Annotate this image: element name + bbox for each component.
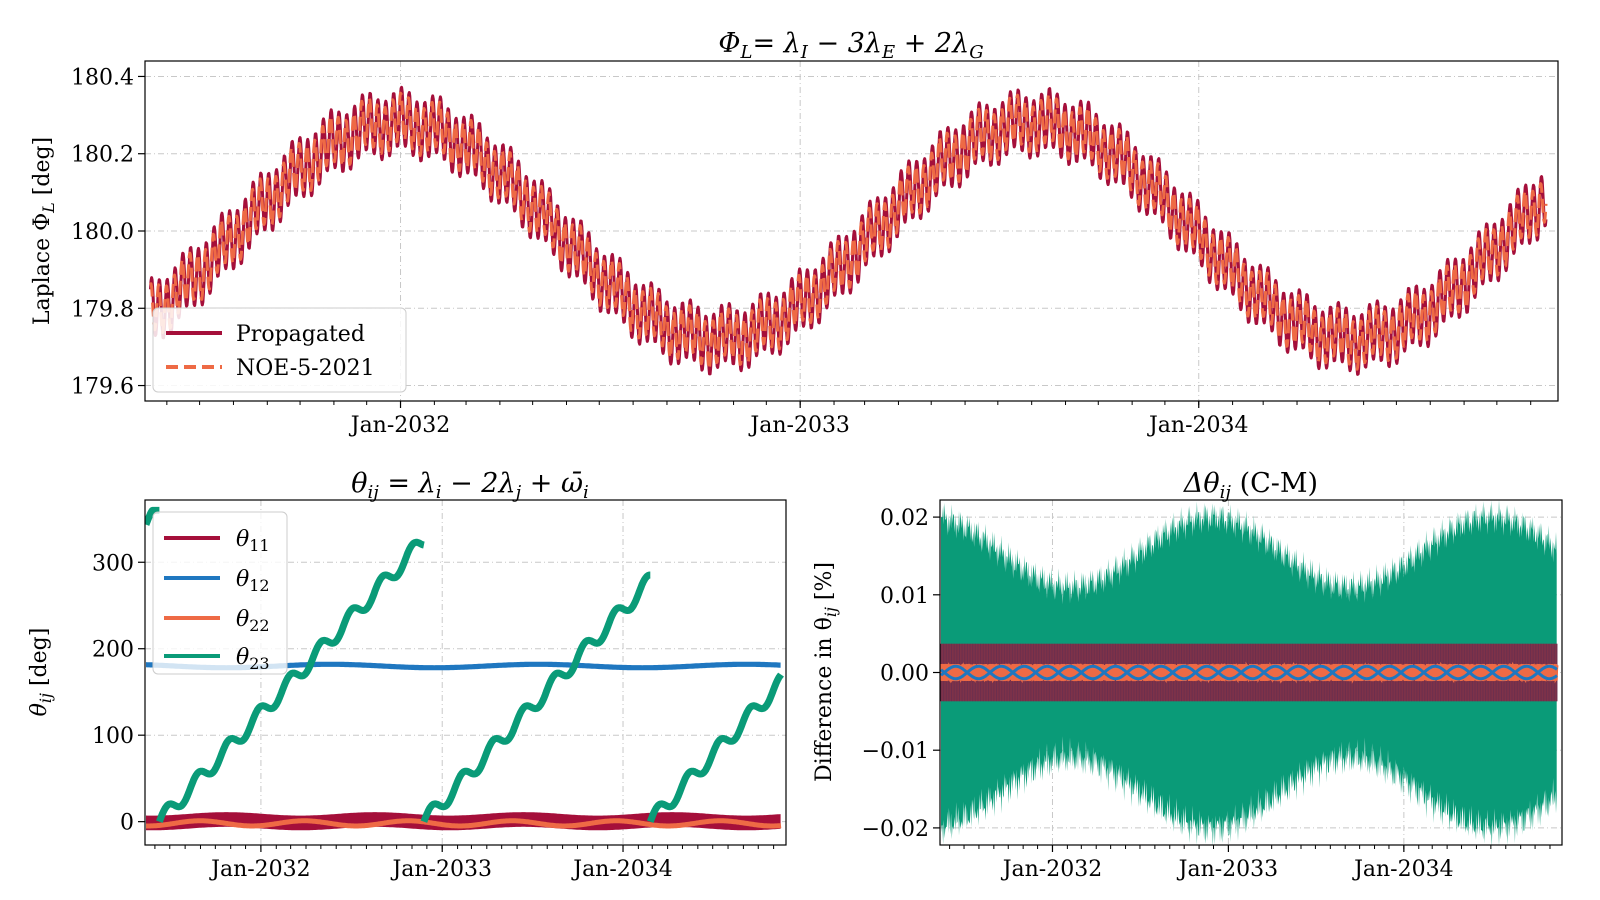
laplace-series-noe <box>149 91 1548 371</box>
difference-title: Δθij (C-M) <box>1183 468 1318 503</box>
laplace-ytick-label: 180.0 <box>71 220 134 245</box>
difference-ytick-label: −0.01 <box>862 739 929 764</box>
theta-panel: 0 100 200 300 Jan-2032 Jan-2033 Jan-2034 θij =… <box>27 468 787 882</box>
laplace-title: ΦL= λI − 3λE + 2λG <box>718 28 983 63</box>
laplace-xtick-label: Jan-2034 <box>1147 413 1249 438</box>
difference-xtick-label: Jan-2034 <box>1352 857 1454 882</box>
theta-xtick-label: Jan-2034 <box>571 857 673 882</box>
laplace-series-area <box>149 85 1548 376</box>
difference-ytick-label: 0.01 <box>880 584 929 609</box>
difference-theta12-series <box>940 664 1558 681</box>
legend-noe-label: NOE-5-2021 <box>236 356 375 381</box>
legend-theta11-label: θ11 <box>236 527 270 555</box>
theta-legend: θ11 θ12 θ22 θ23 <box>152 511 288 675</box>
theta23-series-segment <box>145 506 163 527</box>
legend-theta12-label: θ12 <box>236 567 270 595</box>
theta-series-area <box>145 506 785 831</box>
difference-xtick-label: Jan-2033 <box>1177 857 1279 882</box>
difference-ticks: −0.02 −0.01 0.00 0.01 0.02 Jan-2032 Jan-2033 Ja… <box>862 506 1551 882</box>
theta-xtick-label: Jan-2032 <box>209 857 311 882</box>
laplace-xtick-label: Jan-2033 <box>748 413 850 438</box>
laplace-legend-box <box>152 307 407 393</box>
theta23-series-segment <box>156 538 427 824</box>
difference-ytick-label: −0.02 <box>862 817 929 842</box>
theta-ylabel: θij [deg] <box>27 628 55 717</box>
theta-legend-box <box>152 511 288 675</box>
theta-ytick-label: 100 <box>92 724 134 749</box>
difference-panel: −0.02 −0.01 0.00 0.01 0.02 Jan-2032 Jan-2033 Ja… <box>812 468 1563 882</box>
theta-axes-frame <box>144 499 787 846</box>
laplace-ytick-label: 180.2 <box>71 143 134 168</box>
theta-ytick-label: 300 <box>92 551 134 576</box>
theta11-series <box>146 812 781 831</box>
laplace-ticks: 179.6 179.8 180.0 180.2 180.4 Jan-2032 Jan-203… <box>71 65 1532 438</box>
laplace-panel: 179.6 179.8 180.0 180.2 180.4 Jan-2032 Jan-203… <box>30 28 1559 438</box>
laplace-xtick-label: Jan-2032 <box>349 413 451 438</box>
laplace-ytick-label: 179.8 <box>71 297 134 322</box>
theta22-series <box>146 818 782 829</box>
laplace-ylabel: Laplace ΦL [deg] <box>30 137 58 325</box>
laplace-ytick-label: 180.4 <box>71 65 134 90</box>
theta12-series <box>146 661 781 671</box>
laplace-ytick-label: 179.6 <box>71 375 134 400</box>
theta-title: θij = λi − 2λj + ω̄i <box>351 468 589 503</box>
theta23-series-segment <box>420 571 654 824</box>
theta-ticks: 0 100 200 300 Jan-2032 Jan-2033 Jan-2034 <box>92 551 775 882</box>
theta-ytick-label: 0 <box>120 811 134 836</box>
difference-xtick-label: Jan-2032 <box>1001 857 1103 882</box>
legend-theta22-label: θ22 <box>236 607 270 635</box>
legend-propagated-label: Propagated <box>236 322 365 347</box>
difference-ytick-label: 0.00 <box>880 662 929 687</box>
difference-ytick-label: 0.02 <box>880 506 929 531</box>
laplace-legend: Propagated NOE-5-2021 <box>152 307 407 393</box>
difference-series-area <box>940 500 1559 845</box>
legend-theta23-label: θ23 <box>236 645 270 673</box>
difference-ylabel: Difference in θij [%] <box>812 562 840 782</box>
theta-ytick-label: 200 <box>92 638 134 663</box>
theta23-series-segment <box>647 671 785 824</box>
theta-xtick-label: Jan-2033 <box>390 857 492 882</box>
difference-theta12-series-b <box>940 664 1558 681</box>
